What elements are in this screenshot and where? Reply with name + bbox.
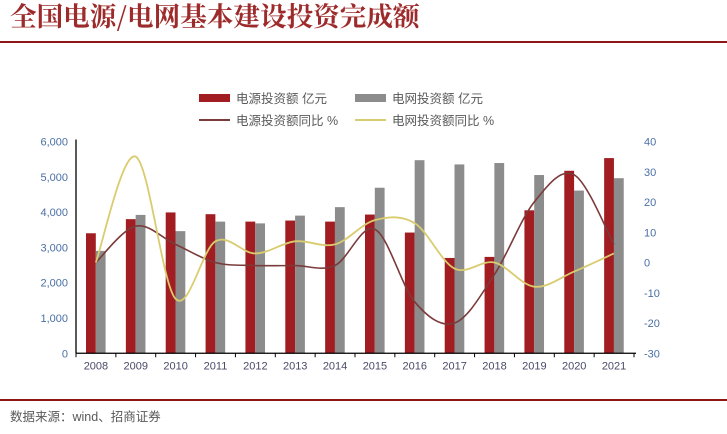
svg-text:2011: 2011 — [204, 360, 228, 372]
svg-text:-30: -30 — [644, 348, 660, 360]
svg-text:-20: -20 — [644, 318, 660, 330]
svg-text:2,000: 2,000 — [40, 278, 68, 290]
svg-text:2017: 2017 — [442, 360, 466, 372]
svg-text:40: 40 — [644, 137, 656, 149]
svg-text:6,000: 6,000 — [40, 137, 68, 149]
svg-text:2010: 2010 — [163, 360, 187, 372]
svg-text:20: 20 — [644, 197, 656, 209]
svg-text:2015: 2015 — [363, 360, 387, 372]
svg-text:0: 0 — [62, 348, 68, 360]
svg-text:4,000: 4,000 — [40, 207, 68, 219]
svg-text:0: 0 — [644, 258, 650, 270]
svg-text:2012: 2012 — [243, 360, 267, 372]
svg-text:2008: 2008 — [84, 360, 108, 372]
svg-text:2019: 2019 — [522, 360, 546, 372]
svg-text:2020: 2020 — [562, 360, 586, 372]
svg-text:2013: 2013 — [283, 360, 307, 372]
svg-text:2021: 2021 — [602, 360, 626, 372]
svg-text:2009: 2009 — [124, 360, 148, 372]
svg-text:-10: -10 — [644, 288, 660, 300]
svg-text:1,000: 1,000 — [40, 313, 68, 325]
svg-text:2018: 2018 — [482, 360, 506, 372]
svg-text:10: 10 — [644, 227, 656, 239]
svg-text:5,000: 5,000 — [40, 172, 68, 184]
svg-text:3,000: 3,000 — [40, 242, 68, 254]
svg-text:30: 30 — [644, 167, 656, 179]
svg-text:2014: 2014 — [323, 360, 347, 372]
svg-text:2016: 2016 — [403, 360, 427, 372]
